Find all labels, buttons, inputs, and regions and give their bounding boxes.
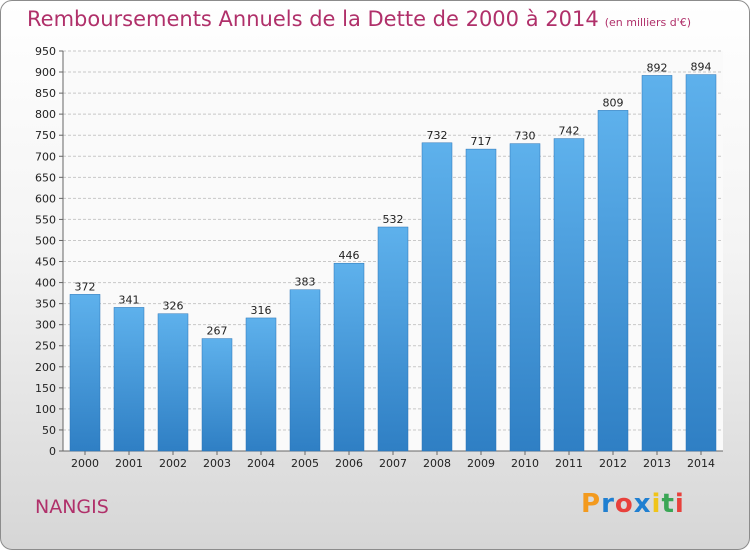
data-label: 717 bbox=[471, 135, 492, 148]
chart-title-text: Remboursements Annuels de la Dette de 20… bbox=[27, 7, 599, 31]
y-tick-label: 750 bbox=[35, 129, 56, 142]
y-tick-label: 800 bbox=[35, 108, 56, 121]
bar bbox=[641, 75, 673, 452]
y-tick-label: 500 bbox=[35, 234, 56, 247]
x-tick-label: 2001 bbox=[115, 457, 143, 470]
bar bbox=[509, 143, 541, 452]
brand-letter: x bbox=[633, 489, 652, 519]
x-tick-label: 2011 bbox=[555, 457, 583, 470]
data-label: 730 bbox=[515, 130, 536, 143]
brand-letter: i bbox=[674, 489, 685, 519]
y-tick-label: 100 bbox=[35, 403, 56, 416]
bar bbox=[421, 142, 453, 452]
chart-subtitle: (en milliers d'€) bbox=[604, 16, 691, 29]
x-tick-label: 2004 bbox=[247, 457, 275, 470]
y-tick-label: 850 bbox=[35, 87, 56, 100]
chart-title: Remboursements Annuels de la Dette de 20… bbox=[27, 7, 691, 31]
x-tick-label: 2006 bbox=[335, 457, 363, 470]
x-tick-label: 2013 bbox=[643, 457, 671, 470]
brand-letter: P bbox=[581, 489, 602, 519]
data-label: 267 bbox=[207, 325, 228, 338]
commune-name: NANGIS bbox=[35, 496, 109, 518]
bar bbox=[553, 138, 585, 452]
bar bbox=[289, 289, 321, 452]
y-tick-label: 550 bbox=[35, 213, 56, 226]
data-label: 742 bbox=[559, 125, 580, 138]
data-label: 316 bbox=[251, 304, 272, 317]
y-tick-label: 50 bbox=[42, 424, 56, 437]
y-tick-label: 0 bbox=[49, 445, 56, 458]
data-label: 372 bbox=[75, 280, 96, 293]
x-tick-label: 2000 bbox=[71, 457, 99, 470]
bar bbox=[465, 148, 497, 452]
y-tick-label: 350 bbox=[35, 298, 56, 311]
data-label: 809 bbox=[603, 96, 624, 109]
y-tick-label: 700 bbox=[35, 150, 56, 163]
y-tick-label: 950 bbox=[35, 45, 56, 58]
brand-letter: i bbox=[651, 489, 662, 519]
bar bbox=[333, 262, 365, 452]
data-label: 341 bbox=[119, 293, 140, 306]
y-tick-label: 400 bbox=[35, 277, 56, 290]
y-tick-label: 250 bbox=[35, 340, 56, 353]
y-tick-label: 900 bbox=[35, 66, 56, 79]
y-tick-label: 450 bbox=[35, 256, 56, 269]
data-label: 326 bbox=[163, 300, 184, 313]
x-tick-label: 2012 bbox=[599, 457, 627, 470]
data-label: 894 bbox=[691, 61, 712, 74]
data-label: 892 bbox=[647, 61, 668, 74]
data-label: 383 bbox=[295, 276, 316, 289]
x-tick-label: 2014 bbox=[687, 457, 715, 470]
bar bbox=[113, 307, 145, 452]
bar bbox=[245, 317, 277, 452]
bar bbox=[685, 74, 717, 452]
brand-letter: o bbox=[614, 489, 634, 519]
y-tick-label: 200 bbox=[35, 361, 56, 374]
y-tick-label: 650 bbox=[35, 171, 56, 184]
data-label: 446 bbox=[339, 249, 360, 262]
x-tick-label: 2002 bbox=[159, 457, 187, 470]
y-tick-label: 300 bbox=[35, 319, 56, 332]
y-tick-label: 150 bbox=[35, 382, 56, 395]
x-tick-label: 2010 bbox=[511, 457, 539, 470]
brand-letter: r bbox=[601, 489, 615, 519]
x-tick-label: 2008 bbox=[423, 457, 451, 470]
bar bbox=[597, 110, 629, 452]
x-tick-label: 2005 bbox=[291, 457, 319, 470]
y-tick-label: 600 bbox=[35, 192, 56, 205]
bar bbox=[377, 226, 409, 452]
data-label: 732 bbox=[427, 129, 448, 142]
proxiti-logo: Proxiti bbox=[581, 489, 685, 519]
x-tick-label: 2007 bbox=[379, 457, 407, 470]
bar bbox=[201, 338, 233, 452]
bar bbox=[69, 294, 101, 452]
data-label: 532 bbox=[383, 213, 404, 226]
brand-letter: t bbox=[661, 489, 675, 519]
x-tick-label: 2009 bbox=[467, 457, 495, 470]
x-tick-label: 2003 bbox=[203, 457, 231, 470]
bar bbox=[157, 313, 189, 452]
